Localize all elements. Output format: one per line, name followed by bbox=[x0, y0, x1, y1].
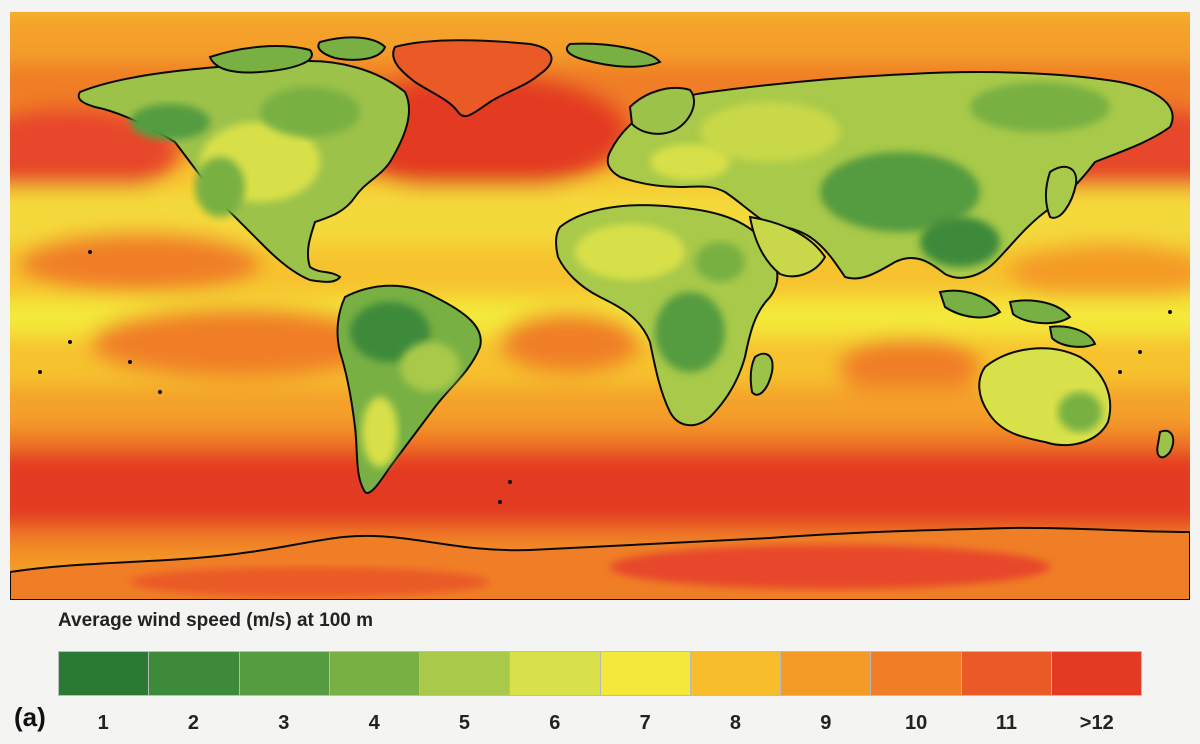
south-america bbox=[336, 284, 482, 494]
legend-label-1: 1 bbox=[97, 712, 109, 734]
legend-label-5: 5 bbox=[458, 712, 471, 734]
legend-swatch-8 bbox=[690, 652, 781, 695]
pacific-islets bbox=[38, 250, 1172, 504]
antarctica bbox=[10, 526, 1190, 600]
legend-color-scale bbox=[58, 651, 1142, 696]
japan bbox=[1044, 165, 1078, 219]
legend-labels: 1 2 3 4 5 6 7 8 9 10 11 >12 bbox=[58, 712, 1142, 740]
legend-label-2: 2 bbox=[187, 712, 200, 734]
africa bbox=[554, 204, 779, 427]
arctic-islands bbox=[208, 36, 662, 74]
north-america bbox=[77, 60, 410, 283]
legend-swatch-3 bbox=[239, 652, 330, 695]
legend-swatch-2 bbox=[149, 652, 240, 695]
legend-label-12: >12 bbox=[1079, 712, 1114, 734]
legend-label-11: 11 bbox=[995, 712, 1018, 734]
legend-label-9: 9 bbox=[820, 712, 832, 734]
legend-label-4: 4 bbox=[368, 712, 380, 734]
world-wind-map bbox=[10, 12, 1190, 600]
legend-label-8: 8 bbox=[729, 712, 742, 734]
legend-swatch-11 bbox=[961, 652, 1052, 695]
southeast-asia-islands bbox=[938, 289, 1097, 348]
new-zealand bbox=[1156, 429, 1175, 459]
wind-speed-map-svg bbox=[10, 12, 1190, 600]
madagascar bbox=[749, 352, 774, 396]
legend-swatch-10 bbox=[871, 652, 962, 695]
legend-label-3: 3 bbox=[278, 712, 290, 734]
greenland bbox=[392, 39, 553, 118]
legend-swatch-7 bbox=[600, 652, 691, 695]
legend-label-7: 7 bbox=[639, 712, 651, 734]
legend-title: Average wind speed (m/s) at 100 m bbox=[58, 610, 374, 631]
legend-swatch-12 bbox=[1051, 652, 1141, 695]
legend-label-10: 10 bbox=[904, 712, 928, 734]
arabian-peninsula bbox=[748, 215, 827, 278]
scandinavia bbox=[628, 86, 695, 135]
legend-swatch-4 bbox=[329, 652, 420, 695]
legend-swatch-9 bbox=[781, 652, 872, 695]
eurasia bbox=[606, 71, 1174, 280]
legend-swatch-6 bbox=[510, 652, 601, 695]
panel-label: (a) bbox=[14, 702, 46, 732]
legend-label-6: 6 bbox=[549, 712, 561, 734]
legend-swatch-5 bbox=[420, 652, 511, 695]
legend-swatch-1 bbox=[59, 652, 150, 695]
australia bbox=[978, 347, 1112, 447]
